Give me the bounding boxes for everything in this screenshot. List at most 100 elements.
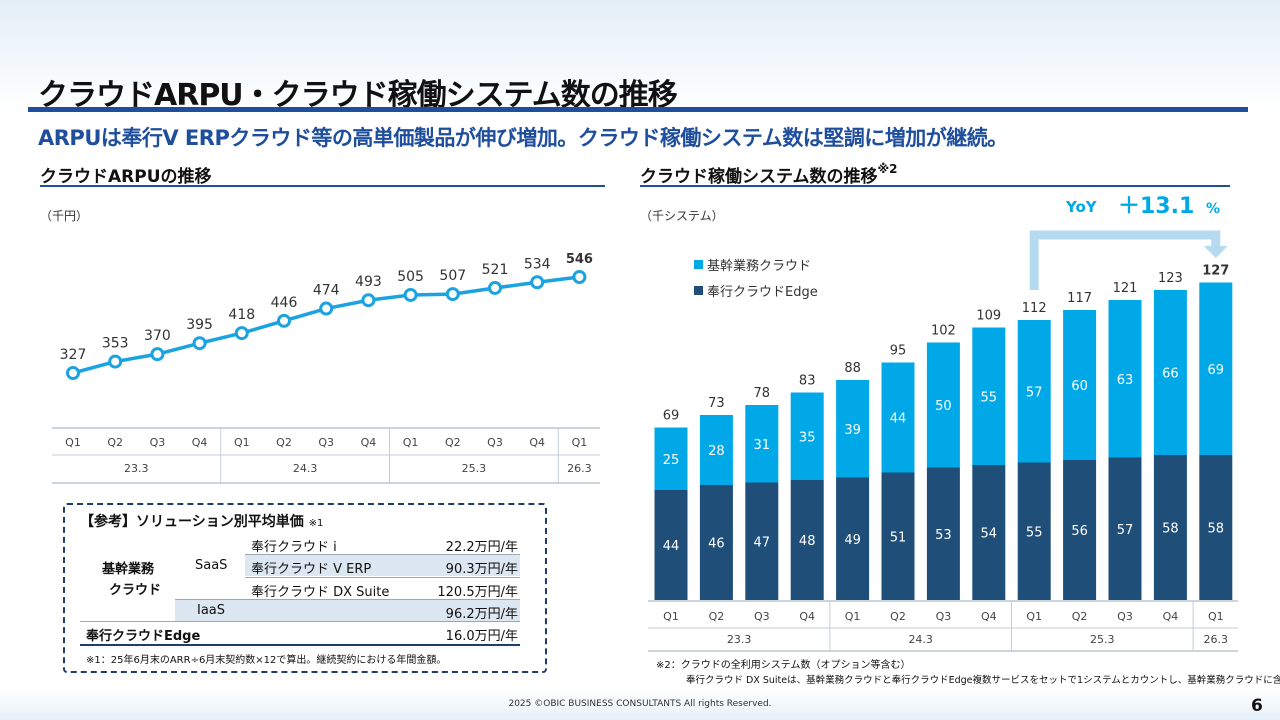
- x-tick-label: Q4: [799, 610, 815, 623]
- reference-title: 【参考】ソリューション別平均単価 ※1: [80, 511, 323, 531]
- table-divider: [80, 621, 520, 622]
- systems-footnote-1: ※2：クラウドの全利用システム数（オプション等含む）: [656, 660, 911, 671]
- bar-value-label-edge: 44: [663, 539, 680, 554]
- x-tick-label: Q4: [192, 436, 208, 449]
- bar-segment-edge: [699, 485, 733, 600]
- page-subtitle: ARPUは奉行V ERPクラウド等の高単価製品が伸び増加。クラウド稼働システム数…: [38, 126, 1008, 150]
- x-tick-label: Q4: [529, 436, 545, 449]
- x-tick-label: Q3: [487, 436, 503, 449]
- page-number: 6: [1251, 696, 1263, 716]
- copyright-footer: 2025 ©OBIC BUSINESS CONSULTANTS All righ…: [508, 699, 772, 709]
- arpu-data-point: [530, 275, 545, 290]
- bar-segment-kikan: [745, 405, 779, 483]
- arpu-data-point: [234, 326, 249, 341]
- x-tick-label: Q2: [1072, 610, 1088, 623]
- iaas-label: IaaS: [197, 603, 226, 618]
- yoy-suffix: %: [1206, 201, 1220, 217]
- saas-label: SaaS: [195, 558, 228, 573]
- bar-segment-edge: [972, 465, 1006, 600]
- bar-segment-edge: [1017, 462, 1051, 600]
- x-tick-label: Q2: [709, 610, 725, 623]
- x-tick-label: Q3: [1117, 610, 1133, 623]
- arpu-data-point: [319, 301, 334, 316]
- arpu-data-label: 395: [186, 317, 213, 333]
- x-group-label: 23.3: [727, 633, 752, 646]
- arpu-data-point: [445, 287, 460, 302]
- group-label-line2: クラウド: [109, 583, 162, 598]
- arpu-data-label: 505: [397, 269, 424, 285]
- x-group-label: 25.3: [462, 462, 487, 475]
- bar-segment-kikan: [654, 427, 688, 490]
- bar-segment-kikan: [1063, 310, 1097, 460]
- x-tick-label: Q2: [890, 610, 906, 623]
- edge-price: 16.0万円/年: [445, 629, 518, 644]
- bar-segment-edge: [745, 482, 779, 600]
- systems-footnote-2: 奉行クラウド DX Suiteは、基幹業務クラウドと奉行クラウドEdge複数サー…: [686, 675, 1280, 686]
- x-tick-label: Q4: [981, 610, 997, 623]
- arpu-data-label: 546: [566, 252, 593, 267]
- bar-value-label-kikan: 57: [1026, 385, 1043, 400]
- bar-segment-edge: [1063, 460, 1097, 600]
- systems-section-title: クラウド稼働システム数の推移※2: [640, 162, 898, 187]
- x-group-label: 24.3: [908, 633, 933, 646]
- bar-total-label: 112: [1022, 301, 1047, 316]
- edge-label: 奉行クラウドEdge: [86, 629, 201, 644]
- systems-section-divider: [640, 185, 1230, 187]
- yoy-arrow-head: [1203, 246, 1228, 258]
- header-background: [0, 0, 1280, 110]
- product-price: 90.3万円/年: [445, 562, 518, 577]
- legend-label-edge: 奉行クラウドEdge: [707, 285, 818, 300]
- bar-total-label: 73: [708, 396, 725, 411]
- x-tick-label: Q4: [361, 436, 377, 449]
- bar-segment-kikan: [1153, 290, 1187, 455]
- product-price: 120.5万円/年: [437, 585, 518, 600]
- reference-title-note: ※1: [308, 518, 324, 529]
- arpu-data-label: 446: [271, 295, 298, 311]
- bar-segment-kikan: [836, 380, 870, 478]
- bar-value-label-edge: 51: [890, 530, 907, 545]
- arpu-data-label: 353: [102, 336, 129, 352]
- bar-value-label-edge: 58: [1208, 522, 1225, 537]
- bar-value-label-kikan: 31: [754, 438, 771, 453]
- bar-segment-edge: [926, 467, 960, 600]
- arpu-data-point: [192, 336, 207, 351]
- bar-value-label-edge: 57: [1117, 523, 1134, 538]
- product-price: 22.2万円/年: [445, 540, 518, 555]
- bar-value-label-kikan: 69: [1208, 363, 1225, 378]
- x-tick-label: Q1: [845, 610, 861, 623]
- arpu-data-point: [361, 293, 376, 308]
- arpu-section-divider: [40, 185, 605, 187]
- bar-segment-kikan: [926, 342, 960, 468]
- bar-total-label: 83: [799, 374, 816, 389]
- bar-value-label-kikan: 39: [844, 423, 861, 438]
- bar-segment-edge: [654, 490, 688, 600]
- row-highlight-verp: [245, 555, 520, 576]
- product-name: 奉行クラウド DX Suite: [251, 585, 390, 600]
- bar-total-label: 127: [1202, 264, 1229, 279]
- arpu-data-label: 507: [439, 268, 466, 284]
- arpu-data-label: 493: [355, 274, 382, 290]
- bar-value-label-edge: 48: [799, 534, 816, 549]
- bar-segment-kikan: [1017, 320, 1051, 463]
- bar-segment-edge: [790, 480, 824, 600]
- x-tick-label: Q1: [403, 436, 419, 449]
- bar-value-label-kikan: 25: [663, 453, 680, 468]
- arpu-data-point: [66, 366, 80, 380]
- arpu-data-point: [572, 270, 587, 284]
- bar-total-label: 121: [1113, 281, 1138, 296]
- iaas-price: 96.2万円/年: [445, 607, 518, 622]
- bar-total-label: 117: [1067, 291, 1092, 306]
- bar-value-label-kikan: 50: [935, 399, 952, 414]
- x-tick-label: Q2: [276, 436, 292, 449]
- x-tick-label: Q1: [65, 436, 81, 449]
- bar-segment-edge: [881, 472, 915, 600]
- x-tick-label: Q2: [107, 436, 123, 449]
- bar-total-label: 78: [754, 386, 771, 401]
- bar-segment-kikan: [790, 392, 824, 480]
- x-tick-label: Q1: [234, 436, 250, 449]
- arpu-data-label: 521: [482, 262, 509, 278]
- x-tick-label: Q3: [754, 610, 770, 623]
- bar-value-label-kikan: 28: [708, 444, 725, 459]
- bar-total-label: 88: [844, 361, 861, 376]
